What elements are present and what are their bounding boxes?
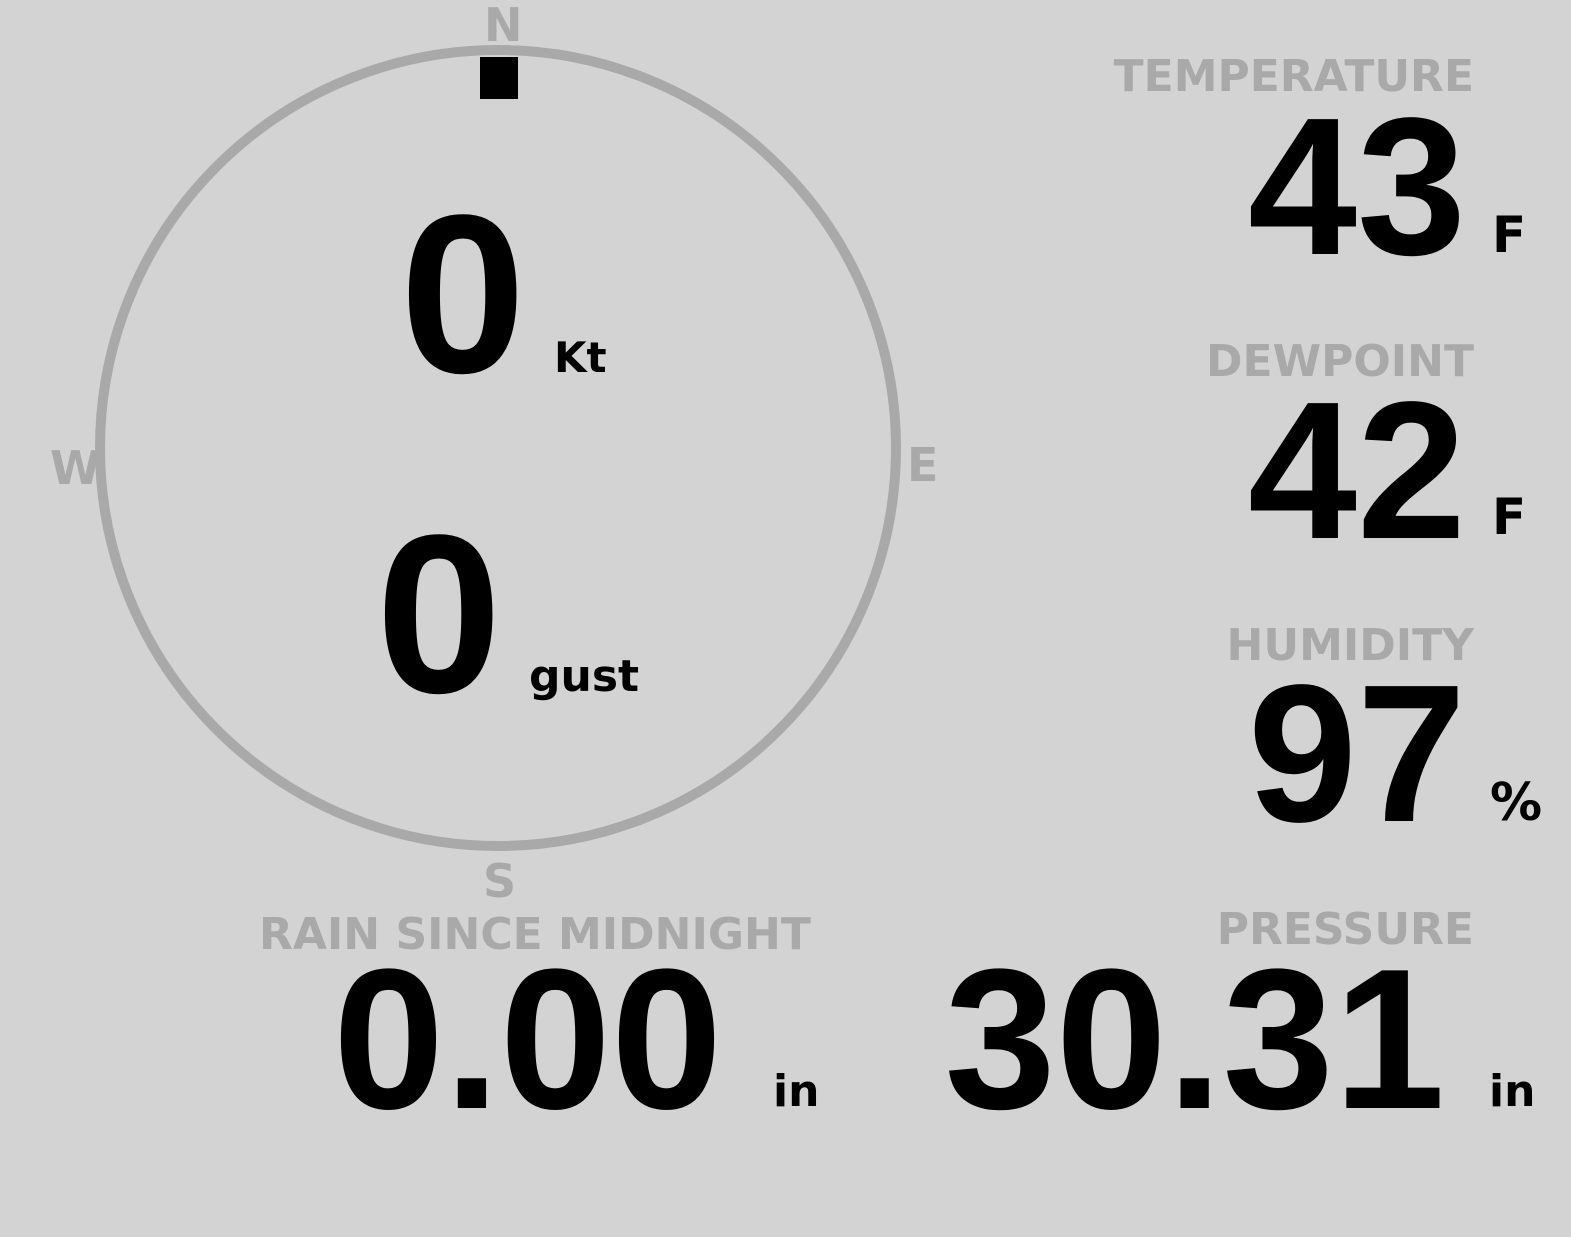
dewpoint-unit: F: [1492, 488, 1527, 546]
wind-gust-value: 0: [376, 487, 502, 740]
pressure-unit: in: [1489, 1066, 1536, 1117]
rain-value: 0.00: [333, 928, 723, 1151]
temperature-unit: F: [1492, 206, 1527, 264]
wind-speed-unit: Kt: [554, 333, 607, 382]
rain-label: RAIN SINCE MIDNIGHT: [259, 909, 811, 960]
humidity-unit: %: [1490, 773, 1543, 833]
wind-speed-value: 0: [400, 167, 526, 420]
compass-ring: [95, 45, 901, 851]
humidity-label: HUMIDITY: [1226, 620, 1474, 671]
pressure-label: PRESSURE: [1216, 904, 1474, 955]
compass-east-label: E: [907, 438, 939, 492]
rain-unit: in: [773, 1066, 820, 1117]
compass-west-label: W: [50, 441, 101, 495]
pressure-value: 30.31: [944, 928, 1446, 1151]
humidity-value: 97: [1247, 644, 1466, 863]
compass-south-label: S: [483, 854, 517, 908]
wind-direction-marker: [480, 57, 518, 99]
compass-north-label: N: [484, 0, 523, 52]
temperature-value: 43: [1247, 77, 1466, 296]
dewpoint-value: 42: [1247, 361, 1466, 580]
temperature-label: TEMPERATURE: [1113, 51, 1474, 102]
dewpoint-label: DEWPOINT: [1206, 336, 1474, 387]
wind-gust-unit: gust: [529, 651, 640, 702]
